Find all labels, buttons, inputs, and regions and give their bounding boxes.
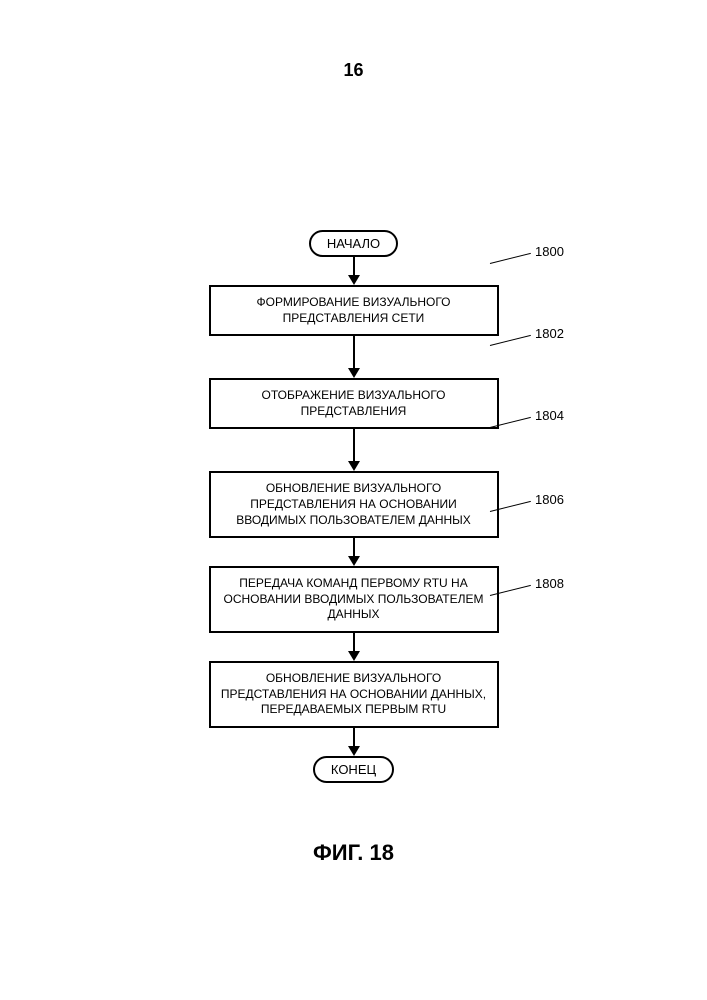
process-step-0: ФОРМИРОВАНИЕ ВИЗУАЛЬНОГО ПРЕДСТАВЛЕНИЯ С… bbox=[209, 285, 499, 336]
flowchart: НАЧАЛО ФОРМИРОВАНИЕ ВИЗУАЛЬНОГО ПРЕДСТАВ… bbox=[209, 230, 499, 783]
arrow bbox=[348, 728, 360, 756]
process-step-4: ОБНОВЛЕНИЕ ВИЗУАЛЬНОГО ПРЕДСТАВЛЕНИЯ НА … bbox=[209, 661, 499, 728]
ref-label-4: 1808 bbox=[535, 576, 564, 591]
figure-label: ФИГ. 18 bbox=[313, 840, 394, 866]
arrow bbox=[348, 336, 360, 378]
process-text: ФОРМИРОВАНИЕ ВИЗУАЛЬНОГО ПРЕДСТАВЛЕНИЯ С… bbox=[257, 295, 451, 325]
process-text: ПЕРЕДАЧА КОМАНД ПЕРВОМУ RTU НА ОСНОВАНИИ… bbox=[223, 576, 483, 621]
page-number: 16 bbox=[343, 60, 363, 81]
ref-label-3: 1806 bbox=[535, 492, 564, 507]
end-terminator: КОНЕЦ bbox=[313, 756, 394, 783]
process-text: ОТОБРАЖЕНИЕ ВИЗУАЛЬНОГО ПРЕДСТАВЛЕНИЯ bbox=[262, 388, 446, 418]
arrow bbox=[348, 257, 360, 285]
process-step-2: ОБНОВЛЕНИЕ ВИЗУАЛЬНОГО ПРЕДСТАВЛЕНИЯ НА … bbox=[209, 471, 499, 538]
arrow bbox=[348, 633, 360, 661]
process-step-1: ОТОБРАЖЕНИЕ ВИЗУАЛЬНОГО ПРЕДСТАВЛЕНИЯ bbox=[209, 378, 499, 429]
ref-label-2: 1804 bbox=[535, 408, 564, 423]
arrow bbox=[348, 538, 360, 566]
arrow bbox=[348, 429, 360, 471]
start-terminator: НАЧАЛО bbox=[309, 230, 398, 257]
process-step-3: ПЕРЕДАЧА КОМАНД ПЕРВОМУ RTU НА ОСНОВАНИИ… bbox=[209, 566, 499, 633]
ref-label-1: 1802 bbox=[535, 326, 564, 341]
ref-label-0: 1800 bbox=[535, 244, 564, 259]
process-text: ОБНОВЛЕНИЕ ВИЗУАЛЬНОГО ПРЕДСТАВЛЕНИЯ НА … bbox=[236, 481, 471, 526]
process-text: ОБНОВЛЕНИЕ ВИЗУАЛЬНОГО ПРЕДСТАВЛЕНИЯ НА … bbox=[221, 671, 486, 716]
